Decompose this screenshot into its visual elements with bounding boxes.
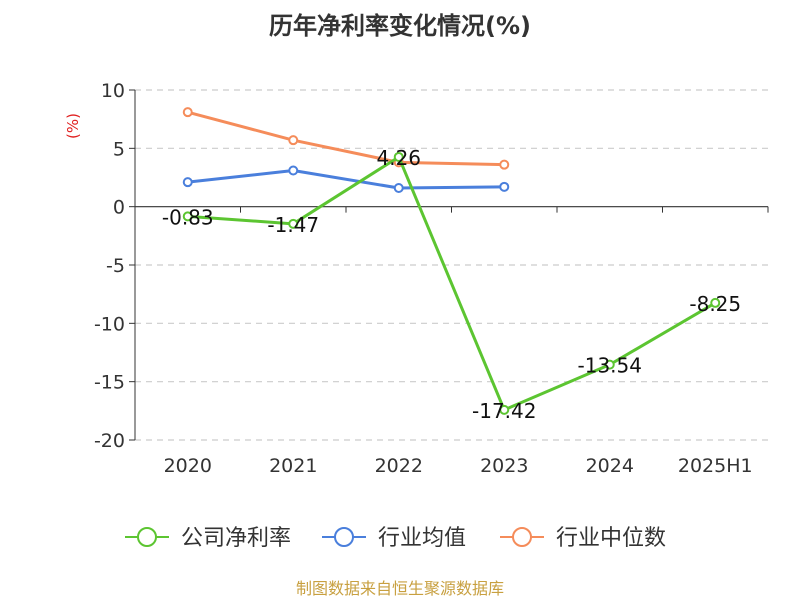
data-point [289,167,297,175]
legend-label: 公司净利率 [181,526,291,551]
legend: 公司净利率 行业均值 行业中位数 [125,526,666,551]
y-tick-label: 0 [113,197,125,219]
y-tick-label: 5 [113,138,125,160]
data-point [500,183,508,191]
data-label: -8.25 [689,292,741,316]
legend-label: 行业中位数 [556,526,666,551]
series-line [188,171,505,189]
data-label: -13.54 [578,354,642,378]
legend-marker [513,528,531,546]
data-point [184,178,192,186]
chart-title: 历年净利率变化情况(%) [269,12,531,40]
data-label: -17.42 [472,399,536,423]
x-tick-labels: 2020 2021 2022 2023 2024 2025H1 [164,455,753,477]
x-tick-label: 2025H1 [678,455,753,477]
x-tick-label: 2020 [164,455,212,477]
footer-source: 制图数据来自恒生聚源数据库 [296,579,504,598]
legend-label: 行业均值 [378,526,466,551]
data-point [289,136,297,144]
y-tick-label: -5 [106,255,125,277]
data-point [500,161,508,169]
series-line [188,112,505,165]
y-axis-label: (%) [64,113,82,139]
legend-marker [138,528,156,546]
data-label: -1.47 [267,213,319,237]
data-label: 4.26 [376,146,421,170]
y-tick-label: 10 [101,80,125,102]
y-tick-label: -15 [94,372,125,394]
x-tick-label: 2021 [269,455,317,477]
grid-lines [135,90,768,440]
data-point [184,108,192,116]
y-tick-label: -20 [94,430,125,452]
x-tick-label: 2023 [480,455,528,477]
data-label: -0.83 [162,205,214,229]
legend-marker [335,528,353,546]
data-point [395,184,403,192]
x-tick-label: 2024 [586,455,634,477]
y-tick-label: -10 [94,313,125,335]
y-tick-labels: 10 5 0 -5 -10 -15 -20 [94,80,125,452]
x-tick-label: 2022 [375,455,423,477]
